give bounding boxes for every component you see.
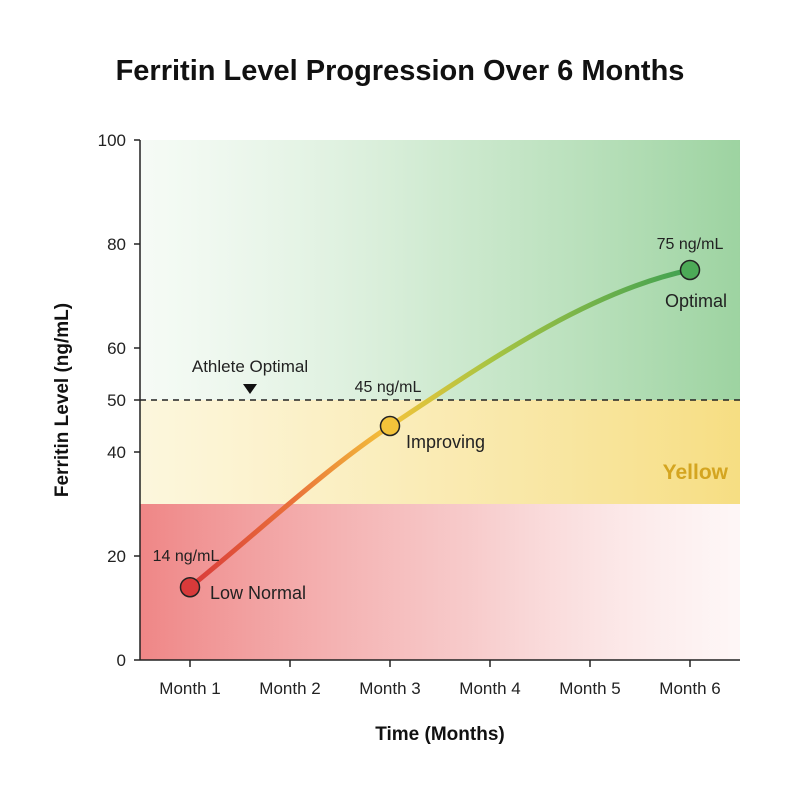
x-tick-label: Month 4 xyxy=(459,679,520,698)
y-tick-label: 100 xyxy=(98,131,126,150)
range-band xyxy=(140,400,740,504)
y-axis-label: Ferritin Level (ng/mL) xyxy=(52,303,73,497)
data-point-status-label: Low Normal xyxy=(210,583,306,603)
y-tick-label: 80 xyxy=(107,235,126,254)
y-tick-label: 20 xyxy=(107,547,126,566)
data-point xyxy=(379,415,401,437)
y-tick-label: 0 xyxy=(117,651,126,670)
x-axis-label: Time (Months) xyxy=(375,724,504,745)
data-point-status-label: Optimal xyxy=(665,291,727,311)
data-point-value-label: 45 ng/mL xyxy=(355,379,422,396)
y-tick-label: 50 xyxy=(107,391,126,410)
data-point-status-label: Improving xyxy=(406,432,485,452)
range-band xyxy=(140,140,740,400)
reference-line-group: Athlete Optimal xyxy=(140,357,740,401)
data-point-value-label: 75 ng/mL xyxy=(657,236,724,253)
data-point xyxy=(179,576,201,598)
y-tick-label: 40 xyxy=(107,443,126,462)
data-point xyxy=(679,259,701,281)
range-bands: Yellow xyxy=(140,140,740,660)
data-point-value-label: 14 ng/mL xyxy=(153,548,220,565)
reference-arrow-icon xyxy=(243,384,257,394)
y-tick-label: 60 xyxy=(107,339,126,358)
chart-title: Ferritin Level Progression Over 6 Months xyxy=(116,55,685,87)
x-tick-label: Month 5 xyxy=(559,679,620,698)
range-band-label: Yellow xyxy=(663,461,729,484)
x-tick-label: Month 3 xyxy=(359,679,420,698)
reference-line-label: Athlete Optimal xyxy=(192,357,308,376)
range-band xyxy=(140,504,740,660)
x-tick-label: Month 2 xyxy=(259,679,320,698)
x-tick-label: Month 1 xyxy=(159,679,220,698)
data-points-group: 14 ng/mL Low Normal 45 ng/mL Improving 75 ng… xyxy=(153,236,727,603)
x-tick-label: Month 6 xyxy=(659,679,720,698)
